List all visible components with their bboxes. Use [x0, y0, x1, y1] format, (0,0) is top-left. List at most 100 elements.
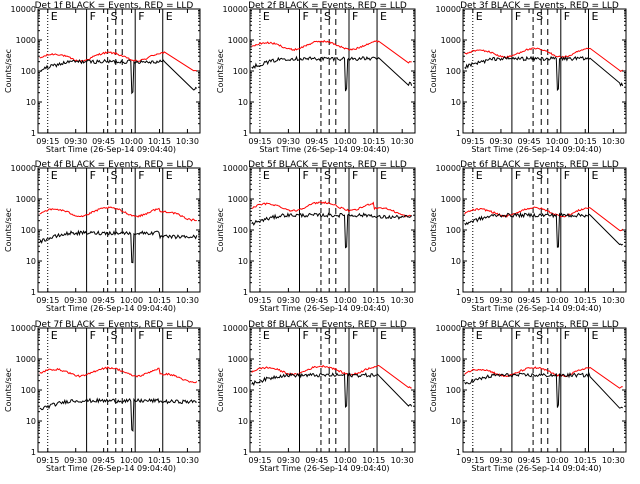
events-series-line: [251, 55, 413, 92]
y-tick-label: 10: [26, 417, 36, 426]
y-tick-label: 10000: [436, 164, 461, 173]
y-tick-label: 1: [456, 129, 461, 138]
marker-label: S: [324, 329, 331, 342]
x-tick-label: 10:00: [546, 296, 569, 305]
y-tick-label: 10000: [436, 5, 461, 14]
y-axis-label: Counts/sec: [429, 208, 438, 252]
marker-label: F: [138, 10, 144, 23]
x-tick-label: 09:45: [92, 456, 115, 465]
y-axis-label: Counts/sec: [4, 208, 13, 252]
events-series-line: [39, 229, 198, 264]
marker-label: E: [476, 329, 483, 342]
x-tick-label: 09:45: [518, 456, 541, 465]
x-tick-label: 09:45: [92, 137, 115, 146]
panel-title: Det 4f BLACK = Events, RED = LLD: [35, 160, 194, 170]
y-axis-label: Counts/sec: [429, 49, 438, 93]
y-tick-label: 1000: [16, 195, 36, 204]
events-series-line: [39, 397, 197, 432]
y-tick-label: 1000: [441, 355, 461, 364]
y-tick-label: 1000: [228, 36, 248, 45]
x-tick-label: 09:15: [248, 296, 271, 305]
marker-label: S: [536, 10, 543, 23]
x-tick-label: 10:15: [148, 137, 171, 146]
y-tick-label: 10000: [11, 5, 36, 14]
y-tick-label: 10: [26, 98, 36, 107]
marker-label: S: [111, 169, 118, 182]
x-axis-label: Start Time (26-Sep-14 09:04:40): [471, 464, 601, 473]
panel-6: Det 6f BLACK = Events, RED = LLD 1 10 100 10…: [429, 160, 627, 313]
x-tick-label: 09:45: [305, 137, 328, 146]
lld-series-line: [464, 47, 623, 73]
events-series-line: [464, 55, 624, 92]
x-tick-label: 10:00: [120, 456, 143, 465]
marker-label: E: [166, 10, 173, 23]
marker-label: E: [380, 329, 387, 342]
y-tick-label: 10000: [223, 324, 248, 333]
y-axis-label: Counts/sec: [429, 368, 438, 412]
marker-label: E: [51, 10, 58, 23]
lld-series-line: [251, 201, 412, 218]
x-tick-label: 09:15: [461, 137, 484, 146]
y-tick-label: 1000: [441, 36, 461, 45]
marker-label: F: [138, 169, 144, 182]
panel-title: Det 2f BLACK = Events, RED = LLD: [248, 1, 407, 11]
events-series-line: [464, 211, 624, 248]
marker-label: E: [592, 10, 599, 23]
plot-frame: [462, 167, 627, 293]
x-tick-label: 09:45: [518, 137, 541, 146]
x-tick-label: 09:15: [248, 137, 271, 146]
x-axis-label: Start Time (26-Sep-14 09:04:40): [471, 145, 601, 154]
marker-label: F: [90, 10, 96, 23]
x-axis-label: Start Time (26-Sep-14 09:04:40): [46, 464, 176, 473]
x-tick-label: 10:30: [391, 137, 414, 146]
x-axis-label: Start Time (26-Sep-14 09:04:40): [46, 304, 176, 313]
marker-label: F: [564, 329, 570, 342]
plot-frame: [249, 167, 416, 293]
y-axis-label: Counts/sec: [216, 368, 225, 412]
events-series-line: [251, 372, 413, 408]
y-tick-label: 10: [451, 417, 461, 426]
panel-title: Det 8f BLACK = Events, RED = LLD: [248, 320, 407, 330]
marker-label: E: [476, 10, 483, 23]
x-tick-label: 10:00: [546, 137, 569, 146]
y-tick-label: 10: [451, 257, 461, 266]
y-tick-label: 10: [238, 257, 248, 266]
y-tick-label: 100: [233, 226, 248, 235]
panel-4: Det 4f BLACK = Events, RED = LLD 1 10 100 10…: [4, 160, 201, 313]
x-tick-label: 09:30: [489, 137, 512, 146]
lld-series-line: [251, 364, 412, 389]
y-tick-label: 1000: [441, 195, 461, 204]
y-tick-label: 10: [451, 98, 461, 107]
x-tick-label: 10:00: [334, 137, 357, 146]
x-tick-label: 09:30: [489, 456, 512, 465]
y-axis-label: Counts/sec: [216, 49, 225, 93]
x-tick-label: 10:00: [334, 456, 357, 465]
x-tick-label: 09:45: [518, 296, 541, 305]
x-tick-label: 10:15: [574, 137, 597, 146]
y-axis-label: Counts/sec: [4, 49, 13, 93]
plot-frame: [462, 8, 627, 134]
x-tick-label: 10:15: [362, 137, 385, 146]
x-axis-label: Start Time (26-Sep-14 09:04:40): [259, 464, 389, 473]
x-tick-label: 10:00: [546, 456, 569, 465]
y-axis-label: Counts/sec: [4, 368, 13, 412]
x-tick-label: 10:15: [574, 296, 597, 305]
y-tick-label: 100: [233, 67, 248, 76]
events-series-line: [464, 371, 624, 409]
x-tick-label: 09:15: [36, 137, 59, 146]
marker-label: F: [352, 10, 358, 23]
panel-7: Det 7f BLACK = Events, RED = LLD 1 10 100 10…: [4, 320, 201, 473]
x-tick-label: 09:15: [36, 456, 59, 465]
x-tick-label: 10:15: [362, 296, 385, 305]
y-tick-label: 10000: [11, 164, 36, 173]
x-tick-label: 09:30: [277, 296, 300, 305]
lld-series-line: [251, 39, 412, 64]
y-tick-label: 100: [446, 386, 461, 395]
marker-label: S: [324, 169, 331, 182]
plot-frame: [249, 327, 416, 453]
lld-series-line: [39, 206, 197, 222]
y-tick-label: 1000: [228, 355, 248, 364]
marker-label: E: [380, 169, 387, 182]
